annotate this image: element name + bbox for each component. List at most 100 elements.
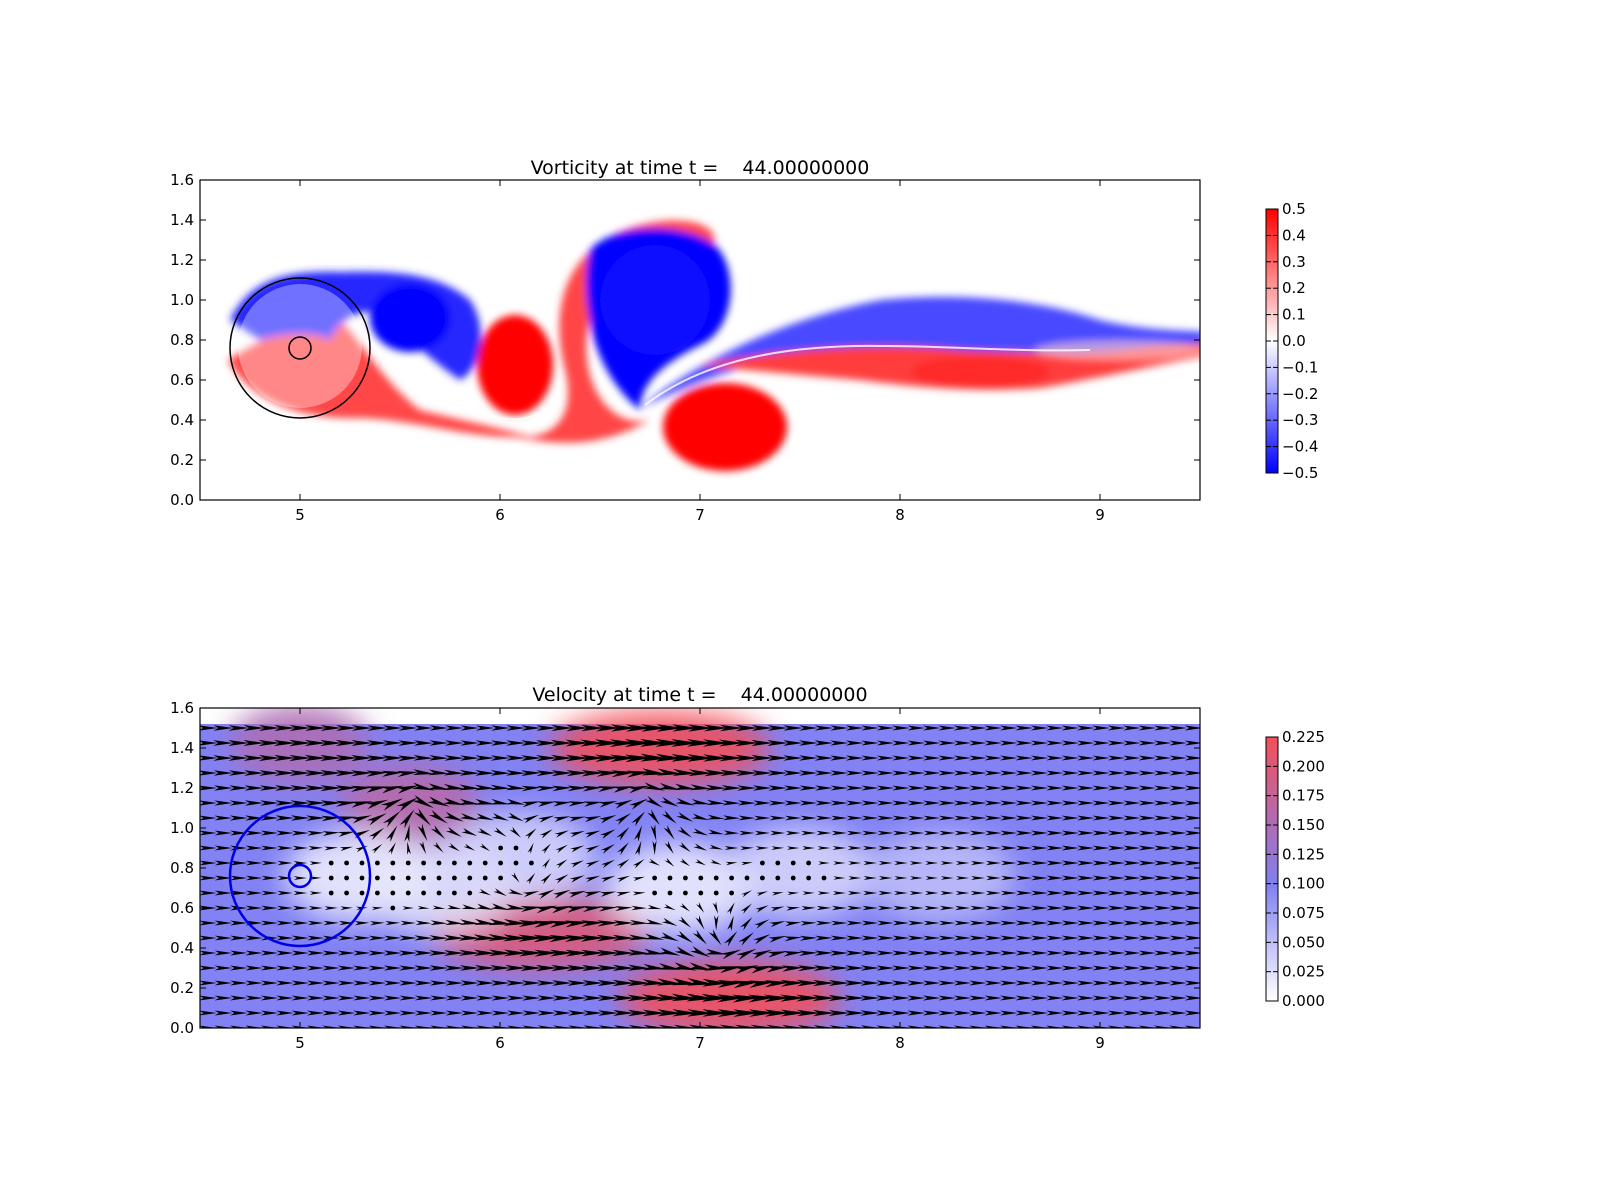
velocity-arrow	[642, 1009, 667, 1017]
velocity-arrow	[459, 965, 480, 971]
velocity-arrow	[701, 993, 731, 1002]
velocity-arrow	[552, 889, 571, 899]
velocity-arrow	[970, 845, 986, 851]
velocity-arrow	[691, 813, 710, 821]
velocity-arrow	[353, 965, 371, 971]
velocity-arrow	[780, 979, 806, 987]
velocity-arrow	[1077, 920, 1095, 926]
velocity-arrow	[687, 754, 715, 762]
velocity-dot	[529, 860, 534, 866]
velocity-arrow	[748, 980, 776, 988]
velocity-arrow	[861, 920, 879, 926]
velocity-arrow	[688, 769, 713, 777]
velocity-arrow	[399, 809, 415, 829]
velocity-arrow	[764, 980, 791, 988]
velocity-arrow	[754, 830, 771, 836]
velocity-arrow	[985, 830, 1002, 836]
velocity-arrow	[598, 1025, 619, 1028]
velocity-arrow	[969, 1025, 987, 1028]
velocity-arrow	[893, 845, 909, 851]
velocity-arrow	[1000, 905, 1018, 911]
velocity-arrow	[648, 858, 661, 866]
velocity-arrow	[938, 950, 956, 956]
velocity-arrow	[566, 906, 589, 913]
velocity-arrow	[600, 829, 616, 839]
velocity-arrow	[1031, 845, 1049, 851]
velocity-dot	[775, 875, 781, 881]
velocity-arrow	[461, 827, 478, 836]
velocity-arrow	[1061, 800, 1080, 806]
velocity-arrow	[273, 739, 297, 747]
velocity-dot	[482, 875, 488, 881]
velocity-arrow	[797, 1025, 820, 1028]
velocity-arrow	[686, 739, 715, 747]
velocity-arrow	[847, 845, 862, 851]
velocity-arrow	[609, 739, 638, 747]
velocity-panel: Velocity at time t = 44.00000000 5 6 7 8 9 0…	[170, 684, 1325, 1052]
velocity-dot	[513, 860, 519, 866]
velocity-arrow	[304, 770, 327, 777]
velocity-arrow	[768, 785, 788, 791]
velocity-arrow	[1138, 1025, 1157, 1028]
velocity-arrow	[244, 770, 265, 776]
velocity-arrow	[878, 845, 893, 851]
velocity-arrow	[813, 1025, 835, 1028]
velocity-dot	[760, 860, 765, 866]
velocity-arrow	[385, 921, 401, 926]
velocity-dot	[498, 845, 503, 851]
slow-flow-region	[725, 827, 875, 917]
velocity-arrow	[461, 1025, 479, 1028]
velocity-arrow	[338, 920, 355, 926]
y-tick-label: 1.0	[170, 819, 194, 837]
velocity-arrow	[984, 785, 1003, 791]
velocity-arrow	[800, 815, 817, 821]
velocity-arrow	[324, 846, 339, 851]
velocity-arrow	[953, 725, 972, 731]
velocity-arrow	[305, 785, 327, 791]
velocity-arrow	[245, 965, 263, 971]
velocity-arrow	[458, 934, 481, 941]
velocity-arrow	[1184, 935, 1200, 941]
velocity-arrow	[909, 891, 924, 895]
velocity-arrow	[290, 785, 311, 791]
velocity-arrow	[969, 920, 987, 926]
velocity-arrow	[984, 815, 1002, 821]
velocity-arrow	[953, 770, 972, 776]
velocity-arrow	[674, 946, 696, 957]
velocity-dot	[498, 860, 503, 866]
velocity-arrow	[1184, 770, 1200, 776]
colorbar-tick-label: 0.200	[1282, 757, 1325, 775]
velocity-arrow	[1107, 995, 1126, 1001]
velocity-arrow	[1077, 875, 1095, 881]
velocity-arrow	[551, 724, 574, 732]
velocity-arrow	[292, 845, 309, 851]
velocity-arrow	[1092, 740, 1110, 746]
velocity-arrow	[655, 753, 685, 762]
velocity-arrow	[399, 965, 418, 971]
velocity-arrow	[688, 1024, 713, 1028]
velocity-dot	[821, 875, 827, 881]
velocity-arrow	[1000, 920, 1018, 926]
velocity-arrow	[953, 965, 972, 971]
velocity-arrow	[337, 995, 356, 1001]
velocity-arrow	[1015, 755, 1033, 761]
velocity-arrow	[628, 934, 650, 941]
velocity-arrow	[1046, 995, 1064, 1001]
velocity-dot	[390, 905, 396, 911]
velocity-arrow	[969, 1010, 987, 1016]
velocity-arrow	[291, 830, 310, 836]
velocity-arrow	[814, 755, 834, 761]
velocity-arrow	[213, 725, 234, 731]
velocity-arrow	[521, 770, 542, 777]
velocity-arrow	[445, 725, 464, 731]
velocity-arrow	[1154, 980, 1172, 986]
velocity-arrow	[830, 740, 849, 746]
velocity-arrow	[970, 860, 986, 866]
velocity-arrow	[723, 830, 740, 835]
velocity-arrow	[876, 725, 895, 731]
velocity-arrow	[1107, 815, 1126, 821]
velocity-arrow	[612, 994, 636, 1002]
velocity-arrow	[1184, 740, 1200, 746]
velocity-arrow	[783, 725, 803, 731]
velocity-arrow	[1046, 860, 1064, 866]
